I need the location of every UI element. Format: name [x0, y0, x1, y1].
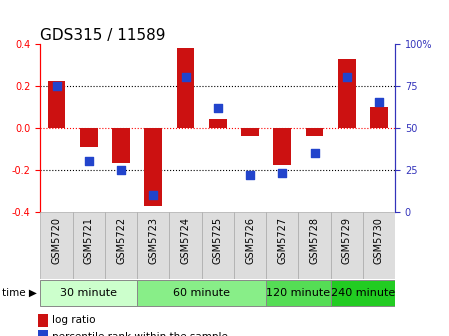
- Text: GSM5724: GSM5724: [180, 217, 190, 264]
- Bar: [202, 212, 234, 279]
- Bar: [112, 128, 130, 163]
- Bar: [338, 59, 356, 128]
- Point: [214, 105, 221, 110]
- Bar: [273, 128, 291, 166]
- Point: [375, 100, 383, 105]
- Point: [53, 83, 60, 88]
- Bar: [73, 212, 105, 279]
- Bar: [80, 128, 97, 146]
- Text: GSM5729: GSM5729: [342, 217, 352, 264]
- Bar: [299, 212, 330, 279]
- Point: [279, 170, 286, 176]
- Bar: [137, 212, 169, 279]
- Bar: [266, 280, 330, 306]
- Text: 120 minute: 120 minute: [266, 288, 330, 298]
- Bar: [176, 48, 194, 128]
- Text: log ratio: log ratio: [53, 315, 96, 325]
- Bar: [330, 280, 395, 306]
- Text: 60 minute: 60 minute: [173, 288, 230, 298]
- Text: 30 minute: 30 minute: [60, 288, 117, 298]
- Bar: [370, 107, 388, 128]
- Bar: [363, 212, 395, 279]
- Bar: [330, 212, 363, 279]
- Bar: [40, 280, 137, 306]
- Bar: [38, 314, 48, 327]
- Bar: [169, 212, 202, 279]
- Bar: [48, 82, 66, 128]
- Bar: [137, 280, 266, 306]
- Bar: [145, 128, 162, 206]
- Text: GDS315 / 11589: GDS315 / 11589: [40, 28, 166, 43]
- Text: 240 minute: 240 minute: [331, 288, 395, 298]
- Point: [118, 167, 125, 172]
- Text: GSM5721: GSM5721: [84, 217, 94, 264]
- Text: GSM5722: GSM5722: [116, 217, 126, 264]
- Point: [247, 172, 254, 177]
- Point: [343, 75, 350, 80]
- Bar: [241, 128, 259, 136]
- Point: [85, 159, 92, 164]
- Text: time ▶: time ▶: [2, 288, 37, 298]
- Text: GSM5723: GSM5723: [148, 217, 158, 264]
- Bar: [209, 119, 227, 128]
- Text: GSM5730: GSM5730: [374, 217, 384, 264]
- Text: GSM5725: GSM5725: [213, 217, 223, 264]
- Text: GSM5720: GSM5720: [52, 217, 62, 264]
- Bar: [234, 212, 266, 279]
- Text: GSM5728: GSM5728: [309, 217, 320, 264]
- Bar: [105, 212, 137, 279]
- Bar: [40, 212, 73, 279]
- Point: [311, 150, 318, 156]
- Bar: [306, 128, 323, 136]
- Text: GSM5727: GSM5727: [277, 217, 287, 264]
- Bar: [266, 212, 299, 279]
- Point: [150, 192, 157, 198]
- Bar: [38, 330, 48, 336]
- Point: [182, 75, 189, 80]
- Text: GSM5726: GSM5726: [245, 217, 255, 264]
- Text: percentile rank within the sample: percentile rank within the sample: [53, 332, 229, 336]
